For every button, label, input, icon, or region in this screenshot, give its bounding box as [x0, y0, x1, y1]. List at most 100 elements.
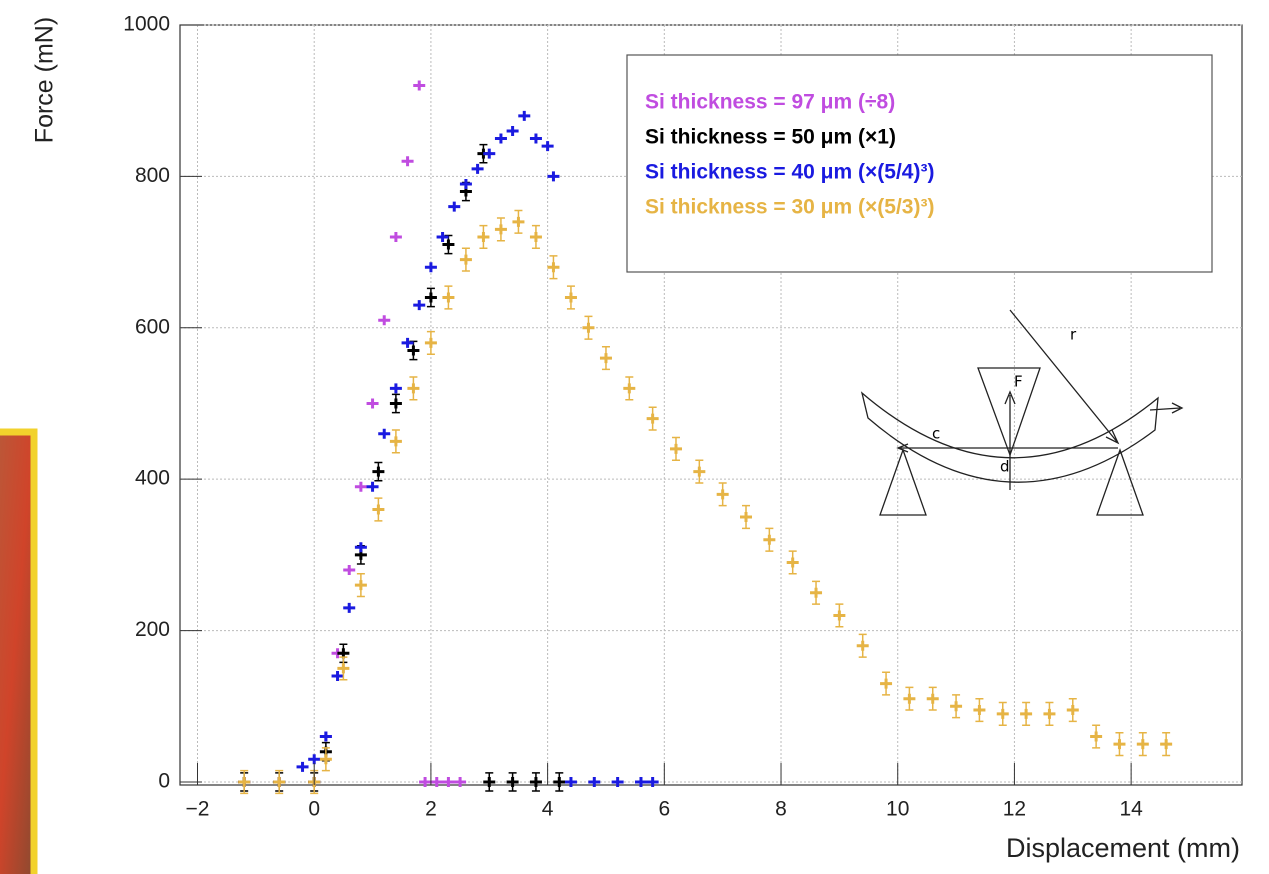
data-point — [343, 565, 356, 576]
data-point — [319, 731, 332, 742]
data-point — [693, 466, 706, 477]
data-point — [880, 678, 893, 689]
inset-diagram — [860, 309, 1184, 516]
data-point — [401, 156, 414, 167]
y-tick-label: 200 — [135, 618, 170, 641]
support — [1096, 448, 1144, 516]
y-tick-label: 1000 — [123, 13, 170, 36]
annotation: r — [1070, 326, 1077, 344]
legend-label: Si thickness = 30 μm (×(5/3)³) — [645, 196, 934, 219]
data-point — [424, 337, 437, 348]
data-point — [646, 413, 659, 424]
legend-label: Si thickness = 40 μm (×(5/4)³) — [645, 161, 934, 184]
data-point — [926, 693, 939, 704]
data-point — [1066, 705, 1079, 716]
data-point — [401, 337, 414, 348]
y-tick-label: 600 — [135, 315, 170, 338]
y-axis-label: Force (mN) — [31, 17, 59, 143]
data-point — [512, 216, 525, 227]
data-point — [477, 231, 490, 242]
data-point — [669, 443, 682, 454]
data-point — [973, 705, 986, 716]
data-point — [611, 776, 624, 787]
legend-label: Si thickness = 50 μm (×1) — [645, 126, 896, 149]
plot-frame — [179, 24, 1243, 786]
data-point — [494, 133, 507, 144]
data-point — [471, 163, 484, 174]
data-point — [1136, 739, 1149, 750]
x-axis-label: Displacement (mm) — [1006, 833, 1240, 863]
data-point — [1160, 739, 1173, 750]
side-photo — [0, 428, 38, 874]
y-tick-label: 800 — [135, 164, 170, 187]
data-point — [308, 754, 321, 765]
data-point — [448, 201, 461, 212]
data-point — [547, 262, 560, 273]
data-point — [763, 534, 776, 545]
data-point — [319, 754, 332, 765]
data-point — [389, 436, 402, 447]
data-point — [588, 776, 601, 787]
x-tick-label: 8 — [775, 798, 787, 821]
data-point — [372, 504, 385, 515]
data-point — [407, 383, 420, 394]
data-point — [366, 481, 379, 492]
data-point — [506, 125, 519, 136]
legend-box — [626, 54, 1213, 273]
data-point — [273, 776, 286, 787]
data-point — [366, 398, 379, 409]
data-point — [442, 239, 455, 250]
data-point — [1090, 731, 1103, 742]
data-point — [950, 701, 963, 712]
data-point — [459, 178, 472, 189]
data-point — [599, 353, 612, 364]
x-tick-label: 4 — [542, 798, 554, 821]
data-point — [442, 292, 455, 303]
x-tick-label: 14 — [1119, 798, 1143, 821]
data-point — [553, 776, 566, 787]
x-tick-label: −2 — [186, 798, 210, 821]
data-point — [337, 663, 350, 674]
data-point — [389, 398, 402, 409]
data-point — [372, 466, 385, 477]
data-point — [547, 171, 560, 182]
data-point — [529, 231, 542, 242]
annotation: d — [1000, 458, 1010, 476]
data-point — [582, 322, 595, 333]
data-point — [716, 489, 729, 500]
data-point — [541, 141, 554, 152]
data-point — [454, 776, 467, 787]
force-arrow — [1004, 390, 1016, 490]
data-point — [634, 776, 647, 787]
pull-arrow — [1149, 402, 1184, 414]
data-point — [810, 587, 823, 598]
data-point — [424, 292, 437, 303]
data-point — [623, 383, 636, 394]
support — [879, 448, 927, 516]
data-point — [518, 110, 531, 121]
data-point — [238, 776, 251, 787]
x-tick-label: 0 — [308, 798, 320, 821]
data-point — [354, 580, 367, 591]
data-point — [389, 383, 402, 394]
y-tick-label: 400 — [135, 467, 170, 490]
data-point — [903, 693, 916, 704]
data-point — [1043, 708, 1056, 719]
data-point — [529, 133, 542, 144]
beam — [860, 391, 1159, 483]
annotation: c — [932, 425, 940, 443]
data-point — [354, 542, 367, 553]
data-point — [740, 512, 753, 523]
data-point — [413, 80, 426, 91]
data-point — [494, 224, 507, 235]
annotation: F — [1014, 373, 1023, 391]
data-point — [436, 231, 449, 242]
data-point — [378, 428, 391, 439]
x-tick-label: 12 — [1003, 798, 1026, 821]
data-point — [389, 231, 402, 242]
data-point — [483, 148, 496, 159]
data-point — [296, 761, 309, 772]
data-point — [419, 776, 432, 787]
data-point — [529, 776, 542, 787]
